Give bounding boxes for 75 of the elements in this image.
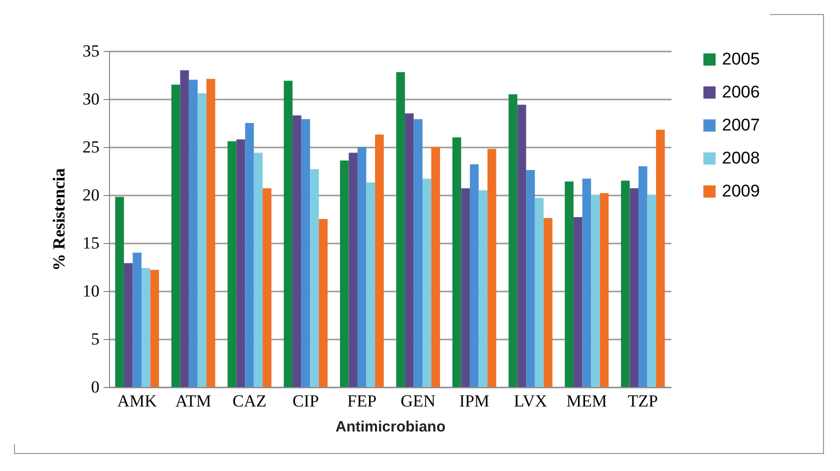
bar bbox=[422, 178, 432, 387]
legend-label: 2007 bbox=[722, 116, 760, 134]
y-tick-label: 0 bbox=[91, 378, 100, 396]
bar bbox=[656, 130, 665, 387]
legend-label: 2006 bbox=[722, 82, 760, 102]
x-tick-label: ATM bbox=[175, 392, 212, 410]
bar bbox=[404, 113, 414, 387]
legend-label: 2005 bbox=[722, 50, 760, 68]
bar bbox=[198, 93, 206, 387]
y-tick-label: 20 bbox=[82, 186, 100, 204]
bar bbox=[620, 180, 630, 387]
bar bbox=[206, 78, 216, 387]
bar bbox=[517, 104, 526, 387]
bar bbox=[254, 152, 263, 387]
bar bbox=[171, 84, 180, 387]
bar bbox=[284, 80, 293, 387]
bar bbox=[366, 182, 376, 387]
bar bbox=[544, 218, 552, 387]
bar bbox=[630, 188, 639, 387]
y-tick-label: 5 bbox=[91, 330, 100, 348]
x-tick-label: TZP bbox=[628, 392, 658, 410]
bar bbox=[348, 152, 358, 387]
x-tick-label: MEM bbox=[566, 392, 608, 410]
bar bbox=[414, 119, 422, 387]
bar bbox=[228, 141, 236, 387]
bar bbox=[292, 115, 302, 387]
y-tick-label: 15 bbox=[82, 234, 100, 252]
bar bbox=[318, 219, 328, 387]
bar bbox=[534, 198, 544, 387]
bar bbox=[591, 195, 600, 387]
bar bbox=[638, 166, 648, 387]
bar bbox=[150, 270, 160, 387]
bar bbox=[115, 196, 124, 387]
bar bbox=[487, 148, 496, 387]
bar bbox=[582, 178, 592, 387]
bar bbox=[478, 190, 488, 387]
bar bbox=[375, 134, 384, 387]
x-tick-label: CAZ bbox=[232, 392, 266, 410]
x-tick-label: GEN bbox=[400, 392, 436, 410]
bar bbox=[262, 188, 272, 387]
legend-label: 2009 bbox=[722, 182, 760, 200]
bar bbox=[452, 137, 462, 387]
bar bbox=[358, 147, 366, 387]
bar bbox=[508, 94, 518, 387]
bar bbox=[431, 147, 440, 387]
bar bbox=[526, 170, 535, 387]
y-tick-label: 10 bbox=[82, 282, 100, 300]
x-tick-label: IPM bbox=[459, 392, 490, 410]
bar bbox=[301, 119, 310, 387]
bar bbox=[340, 160, 349, 387]
bar bbox=[470, 164, 479, 387]
x-axis-title: Antimicrobiano bbox=[335, 418, 446, 436]
bar bbox=[647, 195, 656, 387]
bar bbox=[180, 70, 189, 387]
x-tick-label: LVX bbox=[514, 392, 548, 410]
y-axis-title: % Resistencia bbox=[50, 168, 68, 271]
y-tick-label: 25 bbox=[82, 138, 100, 156]
bar bbox=[236, 139, 246, 387]
bar bbox=[396, 72, 405, 387]
bar bbox=[188, 80, 198, 387]
x-tick-label: CIP bbox=[292, 392, 319, 410]
bar bbox=[461, 188, 470, 387]
bar bbox=[132, 252, 142, 387]
bar bbox=[600, 193, 609, 387]
bar bbox=[245, 123, 254, 387]
y-tick-label: 35 bbox=[82, 42, 100, 60]
bar bbox=[310, 169, 319, 387]
legend-label: 2008 bbox=[722, 148, 760, 168]
bar bbox=[574, 217, 582, 387]
x-tick-label: FEP bbox=[347, 392, 377, 410]
bar bbox=[124, 263, 133, 387]
x-tick-label: AMK bbox=[117, 392, 158, 410]
bar bbox=[141, 268, 150, 387]
bar bbox=[564, 182, 574, 387]
y-tick-label: 30 bbox=[82, 90, 100, 108]
